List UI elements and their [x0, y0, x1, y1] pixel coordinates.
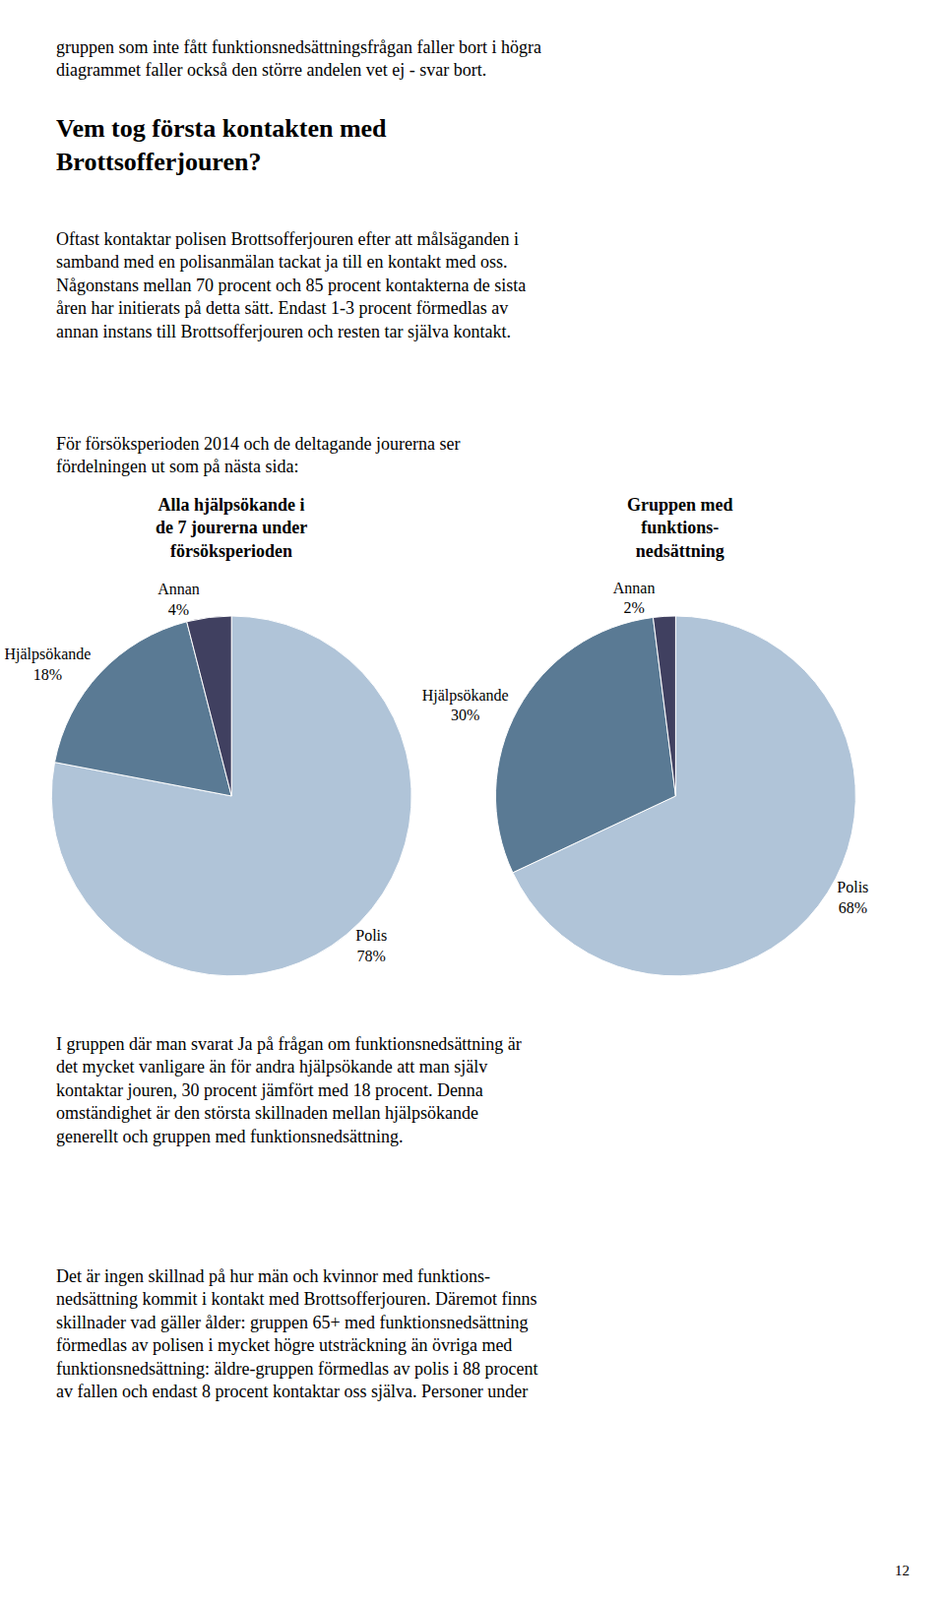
svg-text:Hjälpsökande18%: Hjälpsökande18%: [3, 645, 91, 684]
svg-text:I gruppen där man svarat Ja på: I gruppen där man svarat Ja på frågan om…: [56, 1034, 522, 1147]
svg-text:Det är ingen skillnad på hur m: Det är ingen skillnad på hur män och kvi…: [56, 1266, 538, 1402]
svg-text:Vem tog första kontakten medBr: Vem tog första kontakten medBrottsofferj…: [56, 114, 387, 177]
svg-text:För försöksperioden 2014 och d: För försöksperioden 2014 och de deltagan…: [56, 434, 460, 477]
svg-text:Gruppen medfunktions-nedsättni: Gruppen medfunktions-nedsättning: [627, 495, 734, 562]
svg-text:Hjälpsökande30%: Hjälpsökande30%: [422, 687, 509, 725]
svg-text:Alla hjälpsökande ide 7 jourer: Alla hjälpsökande ide 7 jourerna underfö…: [155, 495, 308, 562]
svg-text:Annan4%: Annan4%: [157, 580, 200, 619]
svg-text:gruppen som inte fått funktion: gruppen som inte fått funktionsnedsättni…: [56, 37, 542, 80]
svg-text:Oftast kontaktar polisen Brott: Oftast kontaktar polisen Brottsofferjour…: [56, 229, 526, 342]
svg-text:Annan2%: Annan2%: [613, 579, 656, 618]
svg-text:Polis68%: Polis68%: [836, 879, 869, 917]
svg-text:Polis78%: Polis78%: [355, 927, 387, 965]
svg-text:12: 12: [894, 1563, 910, 1579]
